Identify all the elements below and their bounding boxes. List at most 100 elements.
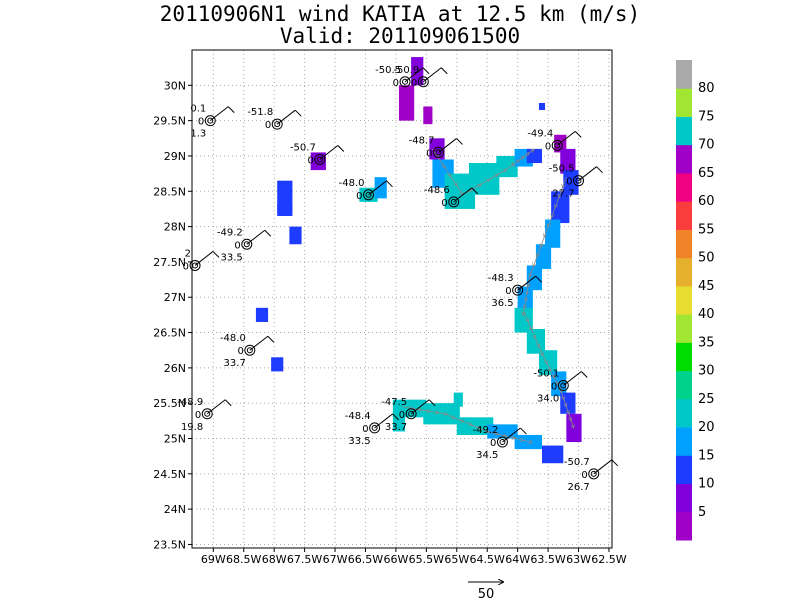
wind-vector: [438, 157, 445, 167]
wind-vector: [524, 149, 534, 157]
wind-vector: [461, 420, 472, 425]
wind-barb: [578, 166, 597, 182]
station-circle: [405, 408, 417, 420]
wind-vector: [452, 416, 463, 421]
colorbar-segment: [676, 370, 692, 400]
wind-vector: [533, 256, 538, 266]
swath-block: [423, 403, 460, 425]
station-dot: [450, 198, 457, 205]
wind-barb-flag: [520, 427, 527, 435]
wind-vector: [537, 246, 542, 256]
lat-tick-label: 24N: [164, 503, 186, 516]
lat-tick-label: 27.5N: [153, 256, 186, 269]
colorbar-segment: [676, 483, 692, 513]
station-circle: [573, 175, 585, 187]
station-circle: [271, 118, 283, 130]
wind-vector: [456, 185, 463, 195]
swath-block: [398, 85, 415, 121]
station-dot: [435, 149, 442, 156]
colorbar-label: 25: [698, 392, 715, 407]
wind-barb: [453, 187, 473, 203]
swath-block: [514, 307, 533, 333]
station-zero-label: 0: [399, 410, 405, 421]
swath-block: [542, 445, 564, 464]
lon-tick-label: 66.5W: [348, 553, 383, 566]
colorbar-label: 50: [698, 251, 715, 266]
station-pressure-label: -48.0: [220, 333, 246, 344]
colorbar-label: 20: [698, 420, 715, 435]
station-zero-label: 0: [195, 410, 201, 421]
lon-tick-label: 64.5W: [470, 553, 505, 566]
wind-barb-flag: [428, 399, 436, 407]
lon-tick-label: 65.5W: [409, 553, 444, 566]
wind-vector: [488, 174, 498, 181]
wind-vector: [479, 179, 490, 186]
station-pressure-label: -48.7: [409, 135, 435, 146]
lat-tick-label: 29.5N: [153, 115, 186, 128]
swath-block: [255, 307, 269, 322]
station-circle: [241, 238, 253, 250]
wind-barb: [246, 229, 266, 245]
wind-barb-flag: [294, 109, 302, 117]
colorbar-segment: [676, 427, 692, 456]
station-pressure-label: -49.4: [527, 128, 553, 139]
colorbar-label: 70: [698, 138, 715, 153]
wind-vector: [530, 328, 535, 338]
wind-vector: [530, 266, 534, 276]
wind-vector: [521, 439, 532, 443]
wind-barb-flag: [264, 229, 272, 237]
station-speed-label: 33.5: [221, 252, 243, 263]
swath-block: [526, 265, 542, 291]
station-circle: [512, 284, 524, 296]
swath-block: [560, 148, 576, 174]
station-circle: [417, 76, 429, 88]
swath-block: [538, 102, 546, 111]
lon-tick-label: 67W: [323, 553, 348, 566]
lat-tick-label: 24.5N: [153, 468, 186, 481]
station-pressure-label: -50.1: [533, 369, 559, 380]
lat-tick-label: 23.5N: [153, 538, 186, 551]
wind-barb: [249, 335, 269, 351]
wind-barb: [438, 138, 457, 153]
station-zero-label: 0: [307, 155, 313, 166]
station-circle: [204, 115, 216, 127]
station-dot: [514, 287, 521, 294]
swath-block: [551, 191, 570, 224]
wind-barb: [194, 251, 214, 266]
station-circle: [314, 153, 326, 165]
wind-barb: [206, 399, 226, 415]
wind-vector: [450, 176, 457, 185]
wind-vector: [563, 177, 567, 187]
station-dot: [204, 410, 211, 417]
colorbar-segment: [676, 60, 692, 89]
swath-block: [526, 148, 542, 164]
station-zero-label: 0: [362, 424, 368, 435]
colorbar-segment: [676, 172, 692, 202]
colorbar-segment: [676, 314, 692, 343]
station-pressure-label: -50.5: [375, 65, 401, 76]
station-zero-label: 0: [566, 177, 572, 188]
station-circle: [448, 196, 460, 208]
map-subtitle: Valid: 201109061500: [279, 24, 521, 48]
station-speed-label: 36.5: [491, 298, 513, 309]
lon-tick-label: 62.5W: [591, 553, 626, 566]
lat-tick-label: 28N: [164, 221, 186, 234]
swath-block: [374, 177, 387, 199]
lon-tick-label: 68W: [262, 553, 287, 566]
wind-barb-flag: [456, 138, 463, 145]
colorbar-segment: [676, 342, 692, 372]
colorbar-label: 40: [698, 307, 715, 322]
station-circle: [433, 146, 445, 158]
colorbar-label: 80: [698, 81, 715, 96]
wind-barb: [556, 130, 576, 146]
colorbar-segment: [676, 88, 692, 117]
station-speed-label: 1.3: [190, 129, 206, 140]
wind-vector: [527, 319, 531, 330]
colorbar-label: 10: [698, 477, 715, 492]
wind-vector: [523, 311, 528, 321]
station-zero-label: 0: [581, 470, 587, 481]
station-dot: [243, 241, 250, 248]
station-zero-label: 0: [237, 346, 243, 357]
wind-barb: [209, 106, 229, 122]
map-axes: 69W 68.5W 68W 67.5W 67W 66.5W 66W 65.5W 65W 64.5W…: [153, 49, 627, 566]
